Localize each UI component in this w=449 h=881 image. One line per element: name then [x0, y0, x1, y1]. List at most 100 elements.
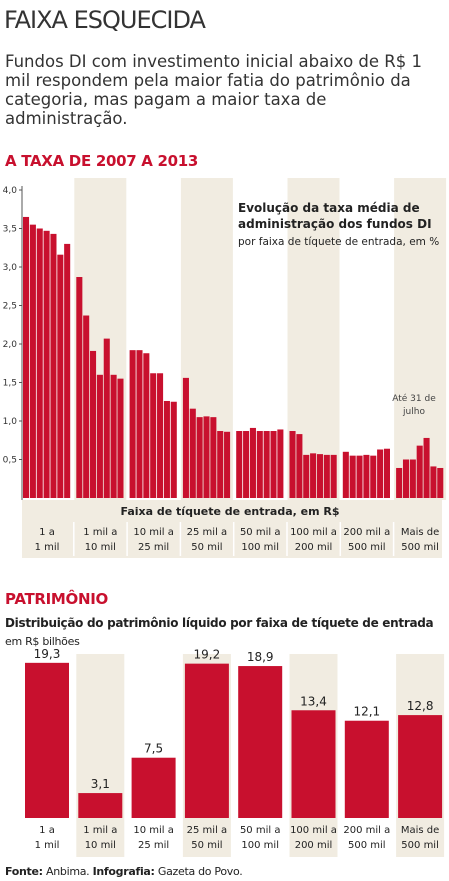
chart1-bar-mais-de-500-mil-2013: [437, 467, 444, 498]
chart1-bar-10-mil-a-25-mil-2010: [150, 373, 157, 498]
chart1-bar-10-mil-a-25-mil-2012: [163, 400, 170, 498]
chart1-y-tick-label: 2,5: [3, 302, 17, 312]
chart2-bar-100-mil-a-200-mil: [291, 710, 336, 818]
chart1-bar-100-mil-a-200-mil-2008: [296, 434, 303, 498]
chart1-bar-200-mil-a-500-mil-2008: [349, 455, 356, 498]
chart2-value-label: 12,1: [353, 705, 380, 719]
chart1-bar-200-mil-a-500-mil-2009: [356, 455, 363, 498]
chart2-category-label: 200 mil a: [343, 825, 390, 836]
chart2-value-label: 18,9: [247, 650, 274, 664]
chart1-bar-1-mil-a-10-mil-2010: [96, 374, 103, 498]
chart1-category-label: 1 mil: [35, 542, 60, 553]
chart1-bar-10-mil-a-25-mil-2009: [143, 353, 150, 498]
chart1-bar-10-mil-a-25-mil-2013: [170, 401, 177, 498]
footer-credit-label: Infografia:: [92, 865, 155, 878]
chart1-bar-25-mil-a-50-mil-2011: [210, 417, 217, 498]
chart1-category-label: 100 mil: [241, 542, 279, 553]
chart1-bar-1-a-1-mil-2009: [36, 228, 43, 498]
chart1-category-label: 50 mil: [191, 542, 222, 553]
chart2-category-label: 25 mil a: [187, 825, 228, 836]
chart1-bar-1-mil-a-10-mil-2008: [83, 315, 90, 498]
chart1-annotation-line1: Até 31 de: [392, 393, 436, 404]
chart2-value-label: 12,8: [407, 699, 434, 713]
chart2-bar-200-mil-a-500-mil: [344, 720, 389, 818]
chart1-category-label: 25 mil: [138, 542, 169, 553]
chart1-y-tick-label: 3,0: [3, 263, 18, 273]
chart1-bar-1-a-1-mil-2007: [23, 216, 30, 498]
chart1-category-label: 500 mil: [401, 542, 439, 553]
chart1-bar-1-mil-a-10-mil-2011: [103, 338, 110, 498]
chart1-xlabel: Faixa de tíquete de entrada, em R$: [120, 505, 339, 518]
chart2-category-label: 1 mil a: [83, 825, 117, 836]
chart1-bar-mais-de-500-mil-2009: [409, 459, 416, 498]
chart1-category-label: 10 mil a: [133, 527, 174, 538]
chart2-bar-25-mil-a-50-mil: [184, 663, 229, 818]
chart1-y-tick-label: 3,5: [3, 225, 17, 235]
chart1-bar-1-mil-a-10-mil-2007: [76, 277, 83, 498]
chart1-bar-mais-de-500-mil-2007: [396, 467, 403, 498]
chart1-category-label: 1 a: [39, 527, 55, 538]
chart1-xaxis-strip: [22, 500, 442, 558]
chart1-category-label: Mais de: [401, 527, 439, 538]
chart2-category-label: 1 a: [39, 825, 55, 836]
chart1-bar-1-mil-a-10-mil-2009: [90, 350, 97, 498]
chart2-bar-10-mil-a-25-mil: [131, 757, 176, 818]
chart1-bar-25-mil-a-50-mil-2012: [217, 431, 224, 498]
chart1-bar-200-mil-a-500-mil-2011: [370, 455, 377, 498]
chart1-bar-100-mil-a-200-mil-2013: [330, 454, 337, 498]
chart1-bar-50-mil-a-100-mil-2013: [277, 429, 284, 498]
chart1-bar-mais-de-500-mil-2011: [423, 437, 430, 498]
chart2-bar-1-a-1-mil: [25, 662, 69, 818]
chart2-value-label: 19,3: [34, 647, 61, 661]
chart1-bar-25-mil-a-50-mil-2007: [182, 377, 189, 498]
chart1-category-label: 25 mil a: [187, 527, 228, 538]
chart2-value-label: 13,4: [300, 694, 327, 708]
chart2-category-label: 25 mil: [138, 840, 169, 851]
section-title-assets: PATRIMÔNIO: [5, 590, 108, 608]
chart1-bar-1-mil-a-10-mil-2012: [110, 374, 117, 498]
chart2-category-label: 200 mil: [295, 840, 333, 851]
chart2-value-label: 3,1: [91, 777, 110, 791]
chart2-category-label: 1 mil: [35, 840, 60, 851]
chart2-value-label: 19,2: [194, 648, 221, 662]
chart1-bar-50-mil-a-100-mil-2009: [249, 427, 256, 498]
footer-credit: Gazeta do Povo.: [157, 865, 243, 878]
chart1-bar-100-mil-a-200-mil-2011: [316, 454, 323, 498]
chart1-bar-1-a-1-mil-2012: [57, 254, 64, 498]
chart1-bar-100-mil-a-200-mil-2012: [323, 454, 330, 498]
chart1-bar-25-mil-a-50-mil-2010: [203, 416, 210, 498]
chart1-bar-25-mil-a-50-mil-2009: [196, 417, 203, 498]
headline: FAIXA ESQUECIDA: [4, 6, 206, 34]
chart1-bar-mais-de-500-mil-2012: [430, 466, 437, 498]
chart1-category-label: 10 mil: [85, 542, 116, 553]
chart1-bar-10-mil-a-25-mil-2007: [129, 350, 136, 498]
chart1-bar-50-mil-a-100-mil-2011: [263, 431, 270, 498]
chart2-band: [76, 654, 125, 857]
chart2-bar-mais-de-500-mil: [398, 715, 443, 818]
chart2-category-label: 100 mil a: [290, 825, 337, 836]
chart2-category-label: 500 mil: [348, 840, 386, 851]
chart1-band: [287, 178, 340, 500]
chart2-subtitle: em R$ bilhões: [5, 635, 80, 648]
chart1-category-label: 500 mil: [348, 542, 386, 553]
chart1-bar-50-mil-a-100-mil-2010: [256, 431, 263, 498]
chart1-annotation-line2: julho: [402, 407, 425, 417]
section-title-rate: A TAXA DE 2007 A 2013: [5, 152, 199, 170]
chart1-title-line2: administração dos fundos DI: [238, 217, 432, 231]
chart2-title: Distribuição do patrimônio líquido por f…: [5, 616, 434, 630]
footer-source: Anbima.: [45, 865, 90, 878]
chart1-bar-10-mil-a-25-mil-2011: [157, 373, 164, 498]
chart1-bar-50-mil-a-100-mil-2008: [243, 431, 250, 498]
chart1-subtitle: por faixa de tíquete de entrada, em %: [238, 236, 439, 248]
fee-rate-chart: 4,0 3,5 3,0 2,5 2,0 1,5 1,0 0,5 1 a 1 mil 1 mil a…: [3, 178, 447, 558]
chart1-category-label: 1 mil a: [83, 527, 117, 538]
chart1-bar-200-mil-a-500-mil-2012: [377, 449, 384, 498]
chart1-bar-1-a-1-mil-2011: [50, 233, 57, 498]
chart1-y-tick-label: 1,0: [3, 417, 18, 427]
chart1-bar-50-mil-a-100-mil-2007: [236, 431, 243, 498]
chart1-bar-25-mil-a-50-mil-2013: [224, 431, 231, 498]
chart1-category-label: 100 mil a: [290, 527, 337, 538]
chart2-category-label: 50 mil: [191, 840, 222, 851]
chart2-bar-1-mil-a-10-mil: [78, 793, 123, 818]
footer: Fonte: Anbima. Infografia: Gazeta do Pov…: [5, 865, 243, 878]
